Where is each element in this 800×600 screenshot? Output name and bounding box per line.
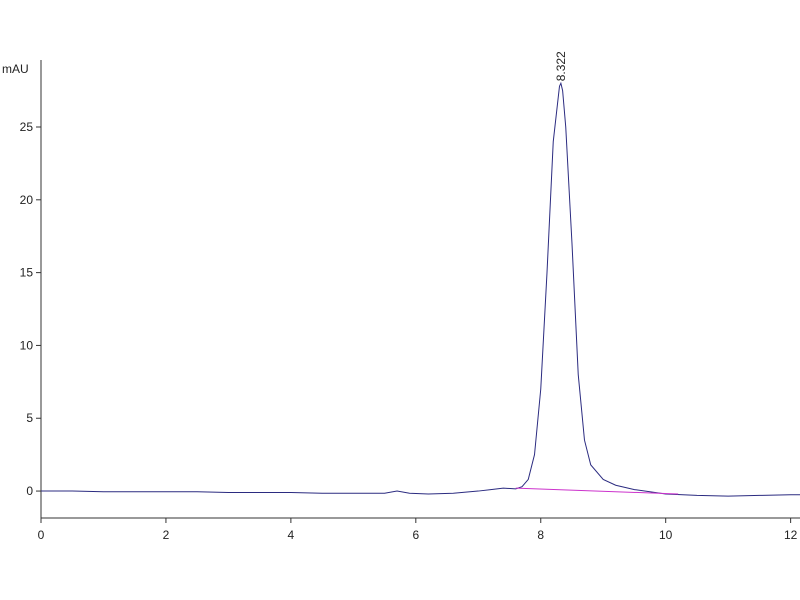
y-tick-label: 25: [20, 120, 34, 134]
x-tick-label: 12: [784, 528, 798, 542]
y-tick-label: 15: [20, 266, 34, 280]
trace: [41, 81, 800, 497]
y-tick-label: 10: [20, 338, 34, 352]
x-tick-label: 4: [288, 528, 295, 542]
x-tick-label: 8: [537, 528, 544, 542]
x-tick-label: 0: [38, 528, 45, 542]
y-tick-label: 20: [20, 193, 34, 207]
trace: [515, 487, 679, 495]
x-tick-label: 10: [659, 528, 673, 542]
x-tick-label: 2: [163, 528, 170, 542]
y-axis-label: mAU: [2, 62, 29, 76]
x-tick-label: 6: [412, 528, 419, 542]
y-tick-label: 5: [26, 411, 33, 425]
peak-label: 8.322: [554, 51, 568, 81]
y-tick-label: 0: [26, 484, 33, 498]
